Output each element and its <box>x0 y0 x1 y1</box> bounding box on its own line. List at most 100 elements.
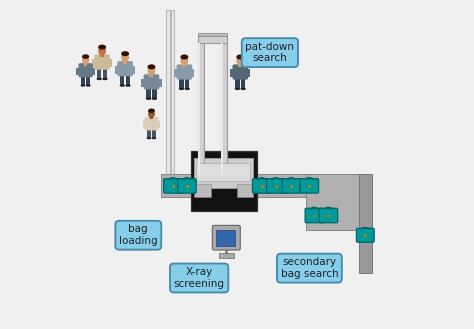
Bar <box>81 75 85 86</box>
Ellipse shape <box>152 137 156 139</box>
Bar <box>185 77 190 89</box>
Ellipse shape <box>235 88 240 90</box>
Bar <box>157 79 162 87</box>
Bar <box>290 185 292 187</box>
Ellipse shape <box>152 97 157 100</box>
Ellipse shape <box>81 84 85 87</box>
Bar <box>92 60 97 67</box>
FancyBboxPatch shape <box>118 61 133 76</box>
FancyBboxPatch shape <box>356 228 374 242</box>
Bar <box>194 184 210 197</box>
FancyBboxPatch shape <box>78 63 93 77</box>
FancyBboxPatch shape <box>319 208 337 223</box>
Bar <box>108 60 112 67</box>
Bar <box>172 185 174 187</box>
Ellipse shape <box>146 97 151 100</box>
Bar <box>152 87 156 99</box>
Ellipse shape <box>97 78 102 80</box>
Ellipse shape <box>147 65 155 76</box>
Ellipse shape <box>98 46 106 56</box>
Bar <box>313 215 315 216</box>
Bar <box>174 69 179 77</box>
Bar <box>191 151 257 211</box>
Text: bag
loading: bag loading <box>119 224 158 246</box>
Ellipse shape <box>146 137 151 139</box>
Bar <box>196 163 250 181</box>
Bar <box>76 68 81 75</box>
Bar <box>246 69 250 77</box>
Bar <box>198 43 200 174</box>
Bar <box>237 184 254 197</box>
Bar <box>198 43 204 174</box>
Bar <box>152 128 156 138</box>
Bar <box>308 185 310 187</box>
Bar <box>275 185 277 187</box>
Bar <box>182 64 186 67</box>
Bar <box>359 174 372 273</box>
FancyBboxPatch shape <box>176 64 192 80</box>
FancyBboxPatch shape <box>212 225 240 250</box>
Ellipse shape <box>121 52 129 63</box>
Ellipse shape <box>121 51 129 56</box>
Ellipse shape <box>82 54 89 59</box>
FancyBboxPatch shape <box>300 179 319 193</box>
Ellipse shape <box>82 55 89 64</box>
Bar <box>120 74 124 86</box>
Bar <box>103 67 107 79</box>
Ellipse shape <box>148 109 155 113</box>
Bar <box>146 87 151 99</box>
Bar <box>179 77 183 89</box>
Bar <box>364 235 366 236</box>
Bar <box>171 10 174 174</box>
Ellipse shape <box>179 88 184 90</box>
Ellipse shape <box>237 56 244 66</box>
Bar <box>123 61 127 64</box>
Ellipse shape <box>119 84 125 87</box>
Ellipse shape <box>125 84 131 87</box>
Bar <box>115 66 120 74</box>
Bar <box>238 64 242 67</box>
FancyBboxPatch shape <box>145 117 158 131</box>
Ellipse shape <box>147 64 155 69</box>
Bar <box>306 174 365 230</box>
Ellipse shape <box>102 78 108 80</box>
Ellipse shape <box>148 110 155 118</box>
Bar <box>84 63 88 66</box>
Ellipse shape <box>181 56 188 66</box>
Text: secondary
bag search: secondary bag search <box>281 257 338 279</box>
FancyBboxPatch shape <box>144 74 159 89</box>
Bar <box>198 36 227 43</box>
Bar <box>221 43 223 174</box>
Text: X-ray
screening: X-ray screening <box>173 267 225 289</box>
Ellipse shape <box>184 88 190 90</box>
Bar <box>143 121 147 128</box>
Bar <box>141 79 146 87</box>
Bar <box>126 74 130 86</box>
Bar <box>221 43 227 174</box>
Bar <box>97 67 101 79</box>
FancyBboxPatch shape <box>305 208 324 223</box>
FancyBboxPatch shape <box>253 179 271 193</box>
Bar <box>147 128 151 138</box>
Bar <box>219 253 234 258</box>
Bar <box>130 66 135 74</box>
Bar <box>190 69 194 77</box>
Bar <box>166 10 170 174</box>
Ellipse shape <box>98 44 106 50</box>
Bar <box>216 230 236 246</box>
Bar <box>161 174 365 197</box>
Ellipse shape <box>237 54 244 60</box>
FancyBboxPatch shape <box>232 64 248 80</box>
Text: pat-down
search: pat-down search <box>246 42 294 63</box>
Bar <box>156 121 160 128</box>
Bar <box>91 68 95 75</box>
Bar <box>186 185 188 187</box>
Ellipse shape <box>86 84 91 87</box>
Bar <box>86 75 90 86</box>
Bar <box>230 69 235 77</box>
FancyBboxPatch shape <box>164 179 182 193</box>
Ellipse shape <box>181 54 188 60</box>
Ellipse shape <box>240 88 246 90</box>
Bar <box>241 77 246 89</box>
Bar <box>328 215 329 216</box>
